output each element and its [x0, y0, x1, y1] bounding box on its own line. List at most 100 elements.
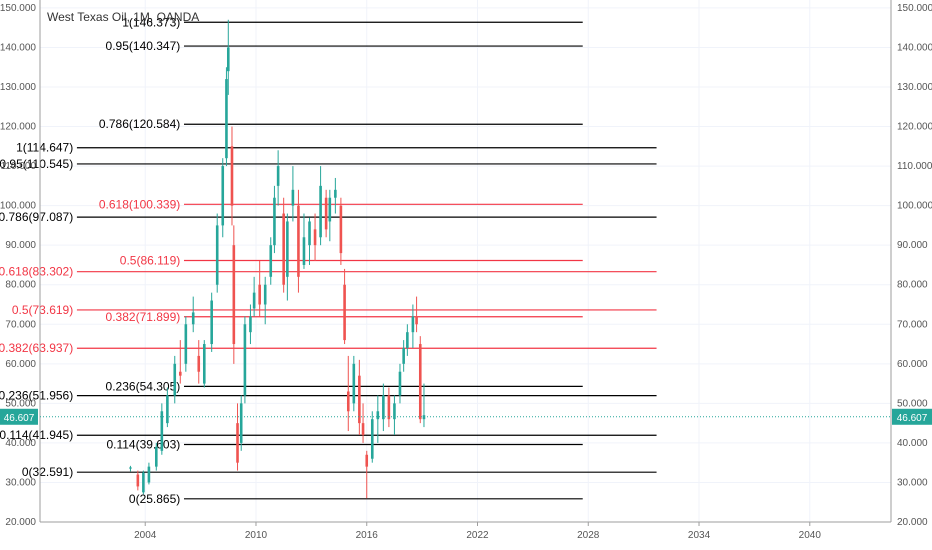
x-tick-label: 2004	[134, 530, 157, 541]
y-tick-label-left: 140.000	[0, 42, 36, 53]
candle-body	[226, 47, 230, 72]
fib-level-label: 0.95(110.545)	[0, 157, 73, 171]
fib-level-label: 0.114(41.945)	[0, 428, 73, 442]
y-tick-label-right: 90.000	[897, 240, 928, 251]
y-tick-label-left: 40.000	[5, 438, 36, 449]
candle-body	[258, 284, 261, 305]
y-tick-label-right: 80.000	[897, 280, 928, 291]
y-tick-label-left: 110.000	[1, 161, 37, 172]
candle-body	[334, 189, 337, 198]
fib-level-label: 0.5(86.119)	[120, 254, 181, 268]
fib-level-label: 0.618(100.339)	[99, 197, 180, 211]
candle-body	[243, 324, 247, 396]
candle-body	[236, 423, 239, 463]
fib-level-label: 0.618(83.302)	[0, 265, 73, 279]
y-tick-label-right: 100.000	[897, 201, 932, 212]
candle-body	[276, 166, 280, 186]
candle-body	[239, 403, 243, 443]
y-tick-label-left: 20.000	[5, 517, 36, 528]
current-price-tag-right	[892, 408, 932, 425]
current-price-label-right: 46.607	[897, 413, 928, 424]
candle-body	[308, 221, 311, 246]
candle-body	[376, 411, 380, 420]
y-tick-label-left: 90.000	[5, 240, 36, 251]
x-tick-label: 2016	[356, 530, 379, 541]
candle-body	[232, 245, 236, 345]
candle-body	[184, 324, 188, 364]
candle-body	[191, 312, 195, 325]
y-tick-label-right: 50.000	[897, 398, 928, 409]
candle-body	[263, 284, 267, 305]
candlestick-series	[129, 19, 426, 499]
axis-ticks: 20.000 20.000 30.000 30.000 40.000 40.000 50.0…	[0, 3, 932, 541]
fib-level-label: 0.236(51.956)	[0, 389, 73, 403]
candle-body	[358, 375, 361, 424]
fib-level-label: 1(114.647)	[16, 141, 73, 155]
candle-body	[291, 189, 295, 206]
y-tick-label-left: 50.000	[5, 398, 36, 409]
candle-body	[398, 371, 402, 396]
chart-title: West Texas Oil, 1M, OANDA	[47, 10, 199, 24]
candle-body	[154, 446, 158, 467]
y-tick-label-left: 60.000	[5, 359, 36, 370]
candle-body	[221, 166, 225, 226]
x-tick-label: 2010	[245, 530, 268, 541]
candle-body	[166, 395, 169, 424]
candle-body	[418, 344, 422, 420]
y-tick-label-left: 100.000	[0, 201, 36, 212]
candle-body	[202, 344, 206, 384]
candle-body	[249, 316, 252, 333]
candle-body	[173, 363, 177, 396]
fib-level-label: 0.95(140.347)	[106, 39, 181, 53]
current-price-tag-left	[0, 408, 38, 425]
fib-level-label: 0.114(39.603)	[106, 437, 180, 451]
x-tick-label: 2034	[688, 530, 711, 541]
x-tick-label: 2022	[466, 530, 489, 541]
candle-body	[129, 467, 132, 469]
candle-body	[382, 395, 385, 420]
candle-body	[361, 423, 365, 435]
fibonacci-levels[interactable]: 1(114.647) 0.95(110.545) 0.786(97.087) 0.23…	[0, 15, 657, 506]
candle-body	[225, 79, 228, 159]
current-price-label-left: 46.607	[4, 413, 35, 424]
candle-body	[352, 363, 356, 404]
candle-body	[160, 411, 164, 451]
candle-body	[215, 225, 219, 285]
candle-body	[370, 419, 374, 459]
y-tick-label-right: 40.000	[897, 438, 928, 449]
candle-body	[313, 229, 317, 246]
candle-body	[197, 355, 201, 372]
chart-axes	[39, 0, 892, 523]
y-tick-label-left: 70.000	[5, 319, 36, 330]
y-tick-label-right: 70.000	[897, 319, 928, 330]
y-tick-label-left: 80.000	[5, 280, 36, 291]
candle-body	[297, 205, 300, 277]
candle-body	[328, 197, 332, 222]
candle-body	[286, 221, 289, 277]
candle-body	[319, 185, 322, 238]
candle-body	[252, 292, 256, 309]
x-tick-label: 2028	[577, 530, 600, 541]
candle-body	[282, 213, 285, 285]
candle-body	[324, 197, 328, 230]
fib-level-label: 1(146.373)	[122, 15, 180, 29]
fib-level-label: 0.786(120.584)	[99, 117, 180, 131]
candle-body	[269, 245, 273, 277]
y-tick-label-left: 120.000	[0, 122, 36, 133]
current-price-marker: 46.607 46.607	[0, 408, 932, 425]
candle-body	[339, 205, 343, 254]
y-tick-label-left: 150.000	[0, 3, 36, 14]
candle-body	[136, 474, 140, 487]
candle-body	[393, 403, 396, 420]
candle-body	[343, 284, 346, 341]
y-tick-label-right: 150.000	[897, 3, 932, 14]
candle-body	[147, 466, 151, 483]
candle-body	[302, 237, 306, 265]
candle-body	[178, 371, 182, 376]
candle-body	[230, 146, 234, 206]
candle-body	[387, 395, 391, 420]
candle-body	[411, 316, 415, 333]
fib-level-label: 0.786(97.087)	[0, 210, 73, 224]
